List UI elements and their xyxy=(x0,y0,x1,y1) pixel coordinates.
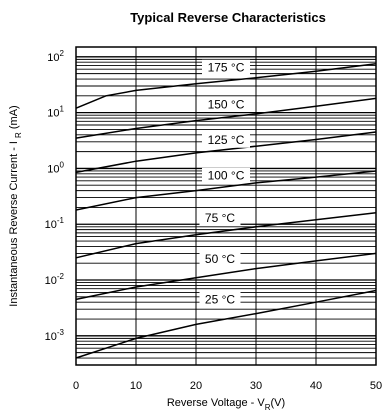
y-axis-label: Instantaneous Reverse Current - I R (mA) xyxy=(8,105,23,306)
y-tick-label: 10-3 xyxy=(45,328,65,343)
plot-frame xyxy=(75,46,377,366)
series-line xyxy=(75,131,377,174)
series-line xyxy=(75,63,377,109)
x-tick-label: 30 xyxy=(250,380,262,392)
curve-label: 100 °C xyxy=(208,168,245,182)
x-tick-label: 20 xyxy=(190,380,202,392)
y-tick-label: 100 xyxy=(47,160,64,175)
curves xyxy=(75,63,377,359)
x-tick-label: 10 xyxy=(130,380,142,392)
curve-label: 75 °C xyxy=(205,211,235,225)
curve-label-bg xyxy=(199,291,241,307)
curve-label-bg xyxy=(199,251,241,267)
y-tick-label: 10-1 xyxy=(45,216,65,231)
chart-title: Typical Reverse Characteristics xyxy=(130,10,326,25)
curve-labels: 175 °C 150 °C 125 °C 100 °C 75 °C 50 °C 25 °C xyxy=(199,59,250,307)
curve-label-bg xyxy=(202,96,250,112)
y-tick-label: 10-2 xyxy=(45,272,65,287)
y-tick-label: 101 xyxy=(47,105,64,120)
curve-label: 175 °C xyxy=(208,60,245,74)
y-tick-labels: 10-3 10-2 10-1 100 101 102 xyxy=(45,49,65,343)
series-line xyxy=(75,97,377,139)
series-line xyxy=(75,252,377,301)
curve-label: 25 °C xyxy=(205,292,235,306)
series-line xyxy=(75,289,377,359)
grid xyxy=(75,47,377,366)
curve-label-bg xyxy=(202,132,250,148)
x-tick-label: 50 xyxy=(370,380,382,392)
curve-label: 50 °C xyxy=(205,252,235,266)
y-tick-label: 102 xyxy=(47,49,64,64)
curve-label: 150 °C xyxy=(208,97,245,111)
x-tick-label: 0 xyxy=(73,380,79,392)
curve-label-bg xyxy=(202,167,250,183)
curve-label-bg xyxy=(202,59,250,75)
x-axis-label: Reverse Voltage - VR(V) xyxy=(167,397,285,412)
x-tick-label: 40 xyxy=(310,380,322,392)
curve-label-bg xyxy=(199,210,241,226)
curve-label: 125 °C xyxy=(208,133,245,147)
series-line xyxy=(75,170,377,211)
x-tick-labels: 0 10 20 30 40 50 xyxy=(73,380,382,392)
series-line xyxy=(75,212,377,259)
